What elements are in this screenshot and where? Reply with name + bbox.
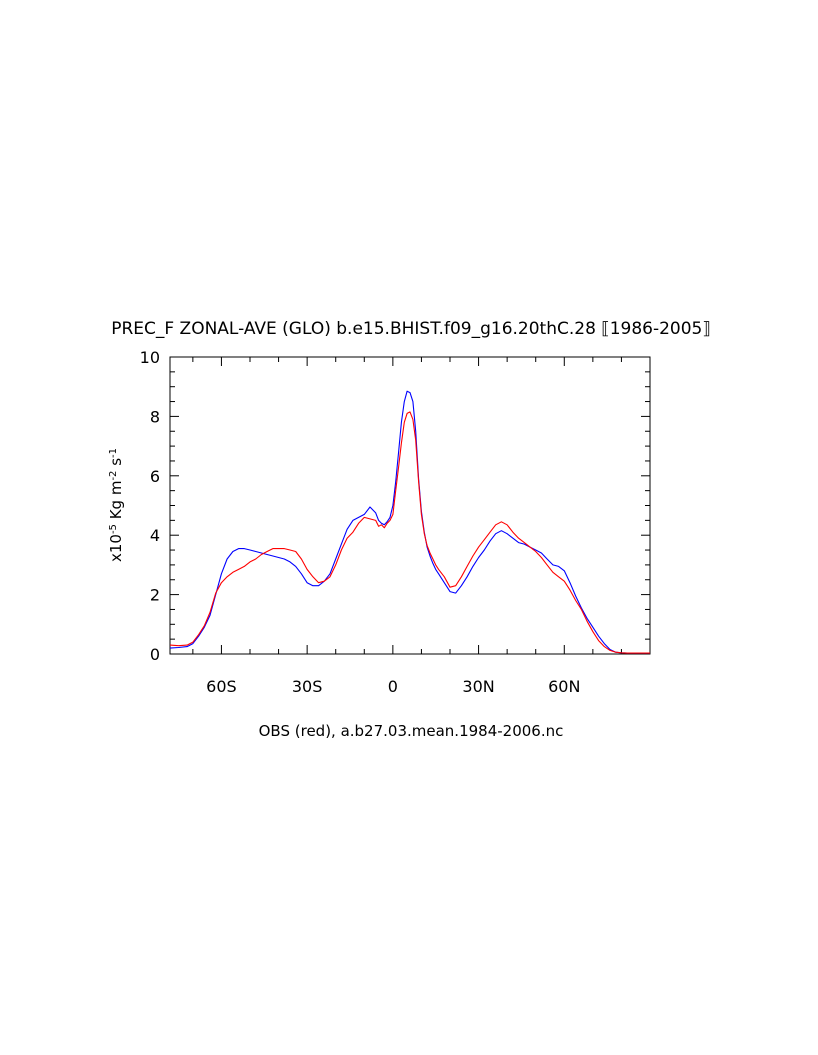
y-label-s-exp: -1 <box>108 448 119 458</box>
y-tick-label: 4 <box>150 526 160 545</box>
y-tick-label: 2 <box>150 586 160 605</box>
x-axis-label: OBS (red), a.b27.03.mean.1984-2006.nc <box>259 722 564 740</box>
chart-title: PREC_F ZONAL-AVE (GLO) b.e15.BHIST.f09_g… <box>111 319 711 339</box>
axis-ticks <box>170 356 650 655</box>
x-tick-label: 60N <box>548 677 580 696</box>
y-tick-label: 8 <box>150 407 160 426</box>
y-label-prefix: x10 <box>107 534 125 562</box>
x-tick-labels: 60S 30S 0 30N 60N <box>206 677 580 696</box>
model-series-line <box>169 390 650 654</box>
y-axis-label: x10-5 Kg m-2 s-1 <box>107 448 125 562</box>
y-tick-labels: 0 2 4 6 8 10 <box>140 348 160 664</box>
series-lines <box>169 390 650 654</box>
x-tick-label: 30N <box>462 677 494 696</box>
plot-frame <box>169 356 651 655</box>
y-tick-label: 10 <box>140 348 160 367</box>
y-tick-label: 6 <box>150 467 160 486</box>
x-tick-label: 0 <box>388 677 398 696</box>
y-label-s: s <box>107 458 125 471</box>
obs-series-line <box>169 411 650 654</box>
y-label-kg: Kg m <box>107 481 125 525</box>
plot-area <box>169 356 651 655</box>
x-tick-label: 60S <box>206 677 237 696</box>
y-label-prefix-exp: -5 <box>108 524 119 534</box>
y-label-m-exp: -2 <box>108 471 119 481</box>
y-tick-label: 0 <box>150 645 160 664</box>
x-tick-label: 30S <box>292 677 323 696</box>
